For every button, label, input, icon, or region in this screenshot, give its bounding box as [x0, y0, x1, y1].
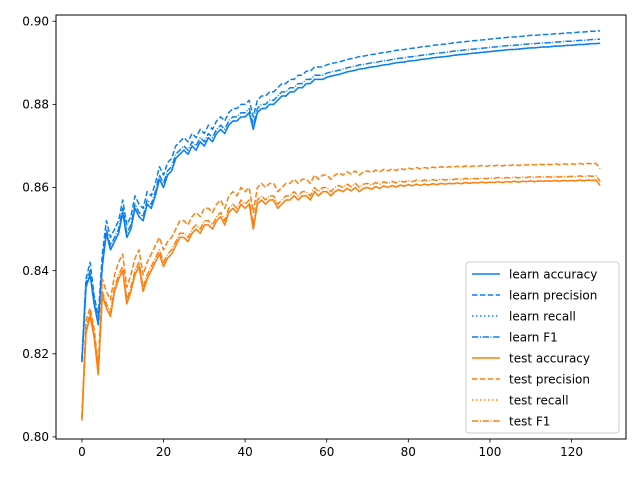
y-tick-label: 0.84	[22, 264, 49, 278]
y-tick-label: 0.80	[22, 430, 49, 444]
x-tick-label: 40	[237, 445, 252, 459]
plot-frame	[55, 14, 627, 440]
x-tick-label: 80	[401, 445, 416, 459]
series-line-test-recall	[81, 179, 601, 421]
legend-label: learn F1	[509, 330, 558, 344]
series-line-test-precision	[81, 162, 601, 417]
legend: learn accuracy learn precision learn recal…	[465, 261, 620, 434]
legend-label: learn accuracy	[509, 267, 597, 281]
x-tick-label: 100	[478, 445, 501, 459]
legend-label: learn recall	[509, 309, 576, 323]
y-axis: 0.80 0.82 0.84 0.86 0.88 0.90	[22, 14, 56, 444]
y-tick-label: 0.90	[22, 14, 49, 28]
x-tick-label: 20	[156, 445, 171, 459]
x-tick-label: 60	[319, 445, 334, 459]
legend-label: learn precision	[509, 288, 597, 302]
y-tick-label: 0.86	[22, 181, 49, 195]
legend-label: test recall	[509, 393, 569, 407]
x-tick-label: 0	[78, 445, 86, 459]
x-tick-label: 120	[560, 445, 583, 459]
series-line-learn-f1	[81, 38, 601, 361]
series-line-learn-precision	[81, 30, 601, 358]
y-tick-label: 0.88	[22, 98, 49, 112]
legend-label: test precision	[509, 372, 590, 386]
series-line-test-f1	[81, 175, 601, 419]
legend-box	[465, 261, 620, 434]
legend-label: test accuracy	[509, 351, 590, 365]
series-line-learn-accuracy	[81, 42, 601, 363]
series-layer	[81, 30, 601, 421]
y-tick-label: 0.82	[22, 347, 49, 361]
x-axis: 0 20 40 60 80 100 120	[78, 439, 583, 459]
legend-label: test F1	[509, 414, 550, 428]
